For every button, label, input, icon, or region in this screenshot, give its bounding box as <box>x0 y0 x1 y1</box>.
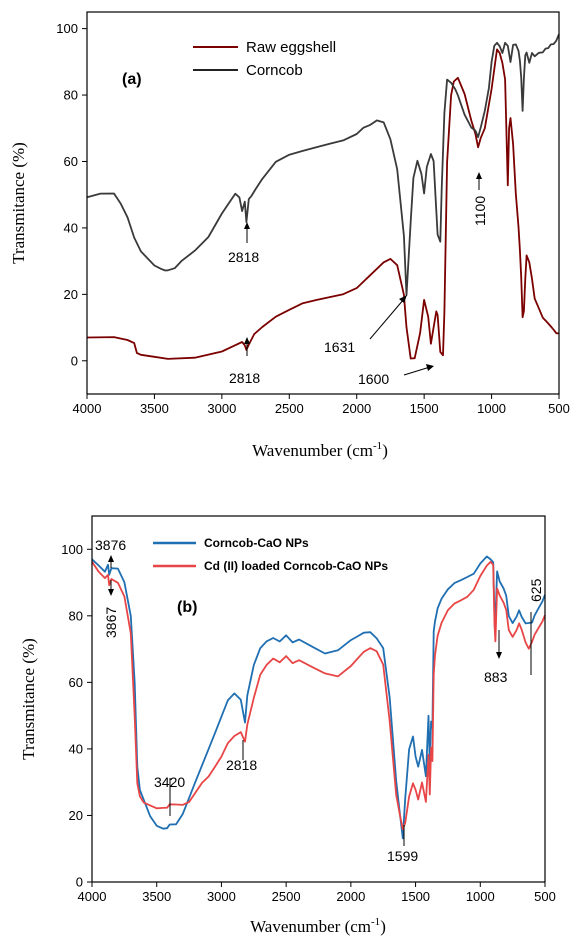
chart-b-annotation-4: 1599 <box>387 848 418 864</box>
chart-b-annotation-6: 625 <box>528 578 544 602</box>
chart-a-y-tick-label-5: 100 <box>56 21 78 36</box>
chart-b-x-tick-label-0: 4000 <box>78 889 107 904</box>
chart-b-ticks: 4000 3500 3000 2500 2000 1500 1000 500 0 20 40 60 80… <box>61 542 556 904</box>
chart-b-y-tick-label-4: 80 <box>69 608 83 623</box>
chart-a-annotation-1: 2818 <box>229 370 260 386</box>
chart-a-anno-arrow-3 <box>403 366 431 376</box>
chart-b-x-tick-label-5: 1500 <box>401 889 430 904</box>
chart-b-annotation-5: 883 <box>484 669 508 685</box>
chart-a-x-tick-label-2: 3000 <box>207 401 236 416</box>
chart-a-ylabel: Transmitance (%) <box>9 142 28 264</box>
chart-a-xlabel-main: Wavenumber (cm <box>252 441 373 460</box>
chart-a-panel-label: (a) <box>122 71 142 88</box>
chart-a: 4000 3500 3000 2500 2000 1500 1000 500 0 20 40 60 80… <box>9 11 570 460</box>
chart-b-anno-arrowhead-5 <box>496 652 502 659</box>
chart-b-xlabel: Wavenumber (cm-1) <box>250 916 386 936</box>
chart-b-y-tick-label-2: 40 <box>69 741 83 756</box>
chart-a-y-tick-label-2: 40 <box>64 220 78 235</box>
chart-a-x-tick-label-7: 500 <box>548 401 570 416</box>
chart-a-xlabel: Wavenumber (cm-1) <box>252 440 388 460</box>
chart-a-x-tick-label-1: 3500 <box>140 401 169 416</box>
chart-a-legend: Raw eggshell Corncob <box>193 39 336 79</box>
chart-b-y-tick-label-5: 100 <box>61 542 83 557</box>
chart-a-legend-label-0: Raw eggshell <box>246 39 336 56</box>
chart-b-legend-label-0: Corncob-CaO NPs <box>204 536 309 550</box>
chart-b-anno-arrowhead-1 <box>108 589 114 596</box>
chart-b-plot-frame <box>91 515 546 883</box>
chart-a-x-tick-label-6: 1000 <box>477 401 506 416</box>
chart-b-xlabel-main: Wavenumber (cm <box>250 917 371 936</box>
chart-a-series-line-1 <box>86 33 560 296</box>
chart-b-legend: Corncob-CaO NPs Cd (II) loaded Corncob-C… <box>153 536 388 573</box>
chart-a-x-tick-label-0: 4000 <box>73 401 102 416</box>
chart-a-annotation-4: 1100 <box>472 196 488 226</box>
chart-a-annotation-0: 2818 <box>228 249 259 265</box>
chart-b-x-tick-label-6: 1000 <box>466 889 495 904</box>
chart-a-anno-arrowhead-0 <box>244 222 250 229</box>
chart-b-x-tick-label-7: 500 <box>534 889 556 904</box>
chart-a-annotation-2: 1631 <box>324 339 355 355</box>
chart-a-legend-label-1: Corncob <box>246 62 303 79</box>
chart-a-anno-arrowhead-3 <box>426 364 434 371</box>
chart-a-anno-arrow-2 <box>369 298 405 340</box>
chart-b-series-line-0 <box>91 555 546 840</box>
chart-a-x-tick-label-5: 1500 <box>410 401 439 416</box>
chart-a-y-tick-label-1: 20 <box>64 287 78 302</box>
chart-a-anno-arrowhead-2 <box>399 295 407 303</box>
chart-b-x-tick-label-1: 3500 <box>142 889 171 904</box>
chart-a-xlabel-sup: -1 <box>373 440 382 452</box>
chart-b-ylabel: Transmitance (%) <box>19 638 38 760</box>
chart-b-x-tick-label-2: 3000 <box>207 889 236 904</box>
chart-b-anno-arrowhead-0 <box>108 555 114 562</box>
chart-a-x-tick-label-3: 2500 <box>275 401 304 416</box>
chart-a-plot-frame <box>86 11 560 395</box>
chart-a-series <box>86 33 560 360</box>
chart-b-xlabel-sup: -1 <box>371 916 380 928</box>
chart-b-series <box>91 555 546 840</box>
chart-b-annotation-3: 2818 <box>226 757 257 773</box>
chart-b-series-line-1 <box>91 560 546 831</box>
chart-b-y-tick-label-3: 60 <box>69 675 83 690</box>
chart-b-x-tick-label-4: 2000 <box>336 889 365 904</box>
chart-a-x-tick-label-4: 2000 <box>342 401 371 416</box>
chart-a-xlabel-suffix: ) <box>382 441 388 460</box>
chart-a-y-tick-label-3: 60 <box>64 154 78 169</box>
chart-b-y-tick-label-0: 0 <box>76 875 83 890</box>
chart-b-panel-label: (b) <box>177 599 197 616</box>
chart-b-annotations: 3876 3867 3420 2818 1599 883 625 <box>95 537 544 864</box>
chart-a-annotation-3: 1600 <box>358 371 389 387</box>
chart-a-annotations: 2818 2818 1631 1600 1100 <box>228 172 488 387</box>
chart-b-annotation-1: 3867 <box>103 607 119 638</box>
chart-a-y-tick-label-0: 0 <box>71 353 78 368</box>
chart-b-legend-label-1: Cd (II) loaded Corncob-CaO NPs <box>204 559 388 573</box>
chart-a-anno-arrowhead-1 <box>244 337 250 344</box>
chart-a-y-tick-label-4: 80 <box>64 88 78 103</box>
chart-a-ticks: 4000 3500 3000 2500 2000 1500 1000 500 0 20 40 60 80… <box>56 21 570 416</box>
chart-b: 4000 3500 3000 2500 2000 1500 1000 500 0 20 40 60 80… <box>19 515 556 936</box>
chart-b-xlabel-suffix: ) <box>380 917 386 936</box>
chart-b-annotation-0: 3876 <box>95 537 126 553</box>
chart-a-anno-arrowhead-4 <box>476 172 482 179</box>
chart-b-x-tick-label-3: 2500 <box>272 889 301 904</box>
chart-b-y-tick-label-1: 20 <box>69 808 83 823</box>
